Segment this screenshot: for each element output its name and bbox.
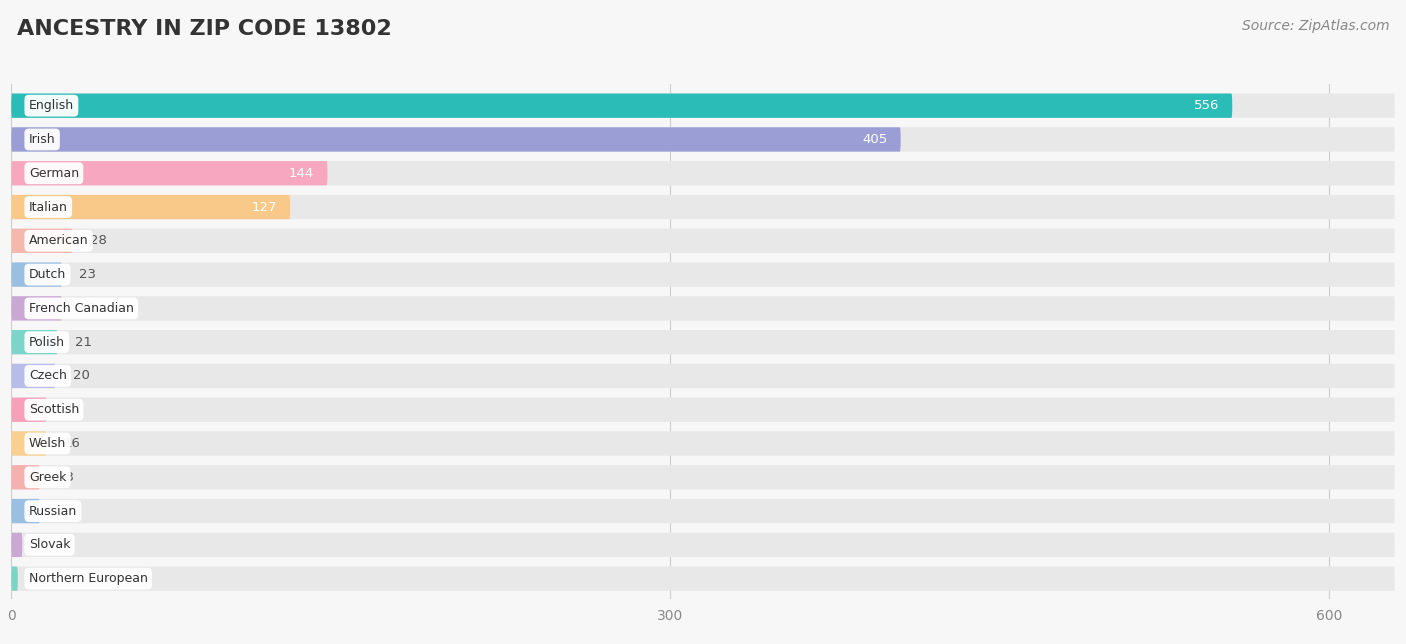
- FancyBboxPatch shape: [11, 229, 73, 253]
- FancyBboxPatch shape: [11, 93, 1395, 118]
- Text: Scottish: Scottish: [28, 403, 79, 416]
- Text: 16: 16: [63, 403, 80, 416]
- Text: Italian: Italian: [28, 200, 67, 214]
- FancyBboxPatch shape: [11, 465, 39, 489]
- FancyBboxPatch shape: [11, 195, 1395, 219]
- Text: Slovak: Slovak: [28, 538, 70, 551]
- Text: 144: 144: [290, 167, 315, 180]
- Text: 16: 16: [63, 437, 80, 450]
- Text: American: American: [28, 234, 89, 247]
- Text: French Canadian: French Canadian: [28, 302, 134, 315]
- FancyBboxPatch shape: [11, 93, 1232, 118]
- FancyBboxPatch shape: [11, 263, 62, 287]
- FancyBboxPatch shape: [11, 431, 1395, 456]
- Text: 20: 20: [73, 370, 90, 383]
- FancyBboxPatch shape: [11, 128, 1395, 151]
- Text: 23: 23: [79, 302, 97, 315]
- Text: Welsh: Welsh: [28, 437, 66, 450]
- Text: 13: 13: [58, 471, 75, 484]
- FancyBboxPatch shape: [11, 161, 1395, 185]
- FancyBboxPatch shape: [11, 567, 1395, 591]
- Text: 556: 556: [1194, 99, 1219, 112]
- FancyBboxPatch shape: [11, 397, 1395, 422]
- FancyBboxPatch shape: [11, 128, 901, 151]
- FancyBboxPatch shape: [11, 330, 1395, 354]
- FancyBboxPatch shape: [11, 263, 1395, 287]
- Text: 13: 13: [58, 505, 75, 518]
- Text: Polish: Polish: [28, 336, 65, 348]
- Text: 127: 127: [252, 200, 277, 214]
- FancyBboxPatch shape: [11, 364, 1395, 388]
- Text: 28: 28: [90, 234, 107, 247]
- FancyBboxPatch shape: [11, 296, 1395, 321]
- Text: ANCESTRY IN ZIP CODE 13802: ANCESTRY IN ZIP CODE 13802: [17, 19, 392, 39]
- Text: Irish: Irish: [28, 133, 55, 146]
- FancyBboxPatch shape: [11, 296, 62, 321]
- FancyBboxPatch shape: [11, 195, 290, 219]
- Text: German: German: [28, 167, 79, 180]
- Text: Northern European: Northern European: [28, 572, 148, 585]
- Text: Czech: Czech: [28, 370, 66, 383]
- FancyBboxPatch shape: [11, 499, 1395, 523]
- FancyBboxPatch shape: [11, 499, 39, 523]
- FancyBboxPatch shape: [11, 397, 46, 422]
- Text: 23: 23: [79, 268, 97, 281]
- Text: 21: 21: [75, 336, 91, 348]
- Text: Dutch: Dutch: [28, 268, 66, 281]
- Text: 5: 5: [39, 538, 48, 551]
- FancyBboxPatch shape: [11, 465, 1395, 489]
- FancyBboxPatch shape: [11, 161, 328, 185]
- Text: Source: ZipAtlas.com: Source: ZipAtlas.com: [1241, 19, 1389, 33]
- FancyBboxPatch shape: [11, 431, 46, 456]
- FancyBboxPatch shape: [11, 364, 55, 388]
- FancyBboxPatch shape: [11, 533, 22, 557]
- Text: 3: 3: [35, 572, 44, 585]
- Text: Russian: Russian: [28, 505, 77, 518]
- Text: English: English: [28, 99, 75, 112]
- Text: 405: 405: [862, 133, 887, 146]
- FancyBboxPatch shape: [11, 533, 1395, 557]
- FancyBboxPatch shape: [11, 567, 18, 591]
- Text: Greek: Greek: [28, 471, 66, 484]
- FancyBboxPatch shape: [11, 330, 58, 354]
- FancyBboxPatch shape: [11, 229, 1395, 253]
